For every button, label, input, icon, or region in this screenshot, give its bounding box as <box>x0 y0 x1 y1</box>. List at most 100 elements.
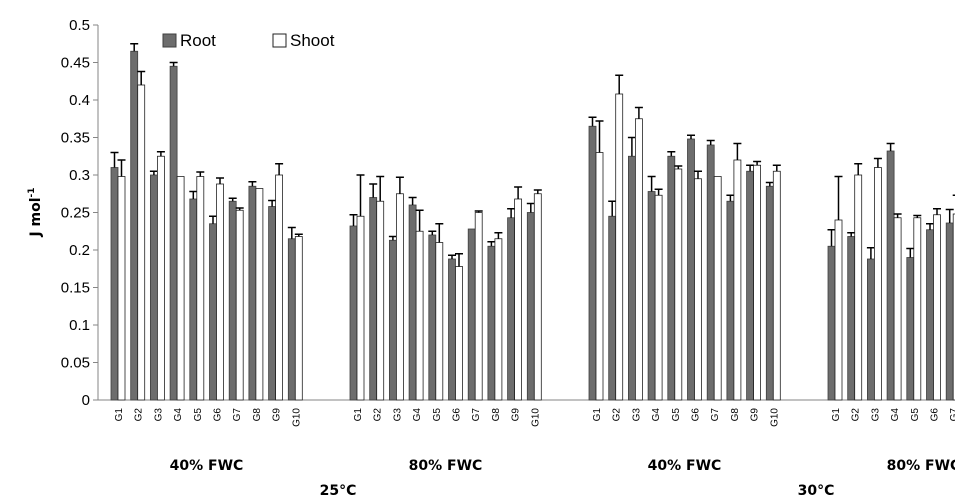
category-tick-label: G6 <box>930 408 941 422</box>
shoot-bar <box>834 219 843 401</box>
root-bar <box>588 125 597 401</box>
group-label: 80% FWC <box>887 458 955 474</box>
shoot-bar <box>772 170 781 401</box>
root-bar <box>726 200 735 401</box>
root-bar <box>149 174 158 401</box>
group-label: 40% FWC <box>170 458 244 474</box>
category-tick-label: G4 <box>173 408 184 422</box>
root-bar <box>349 225 358 401</box>
bars <box>110 43 955 401</box>
category-tick-label: G3 <box>153 408 164 422</box>
root-bar <box>847 236 856 401</box>
root-bar <box>706 144 715 401</box>
category-tick-label: G9 <box>750 408 761 422</box>
category-tick-label: G1 <box>831 408 842 422</box>
shoot-bar <box>376 200 385 401</box>
root-bar <box>448 258 456 401</box>
y-tick-label: 0.35 <box>61 130 90 147</box>
root-bar <box>765 185 774 401</box>
root-bar <box>467 228 476 401</box>
category-tick-label: G6 <box>452 408 463 422</box>
shoot-bar <box>196 176 205 401</box>
shoot-bar <box>294 236 303 401</box>
shoot-bar <box>753 164 761 401</box>
shoot-bar <box>156 155 165 401</box>
root-bar <box>110 167 119 401</box>
category-tick-label: G10 <box>291 408 302 427</box>
category-tick-label: G1 <box>592 408 603 422</box>
shoot-bar <box>474 212 483 401</box>
root-bar <box>189 198 198 401</box>
category-tick-label: G3 <box>392 408 403 422</box>
legend-swatch-root <box>162 33 177 48</box>
root-bar <box>209 223 217 401</box>
y-tick-label: 0.4 <box>69 92 90 109</box>
category-tick-label: G5 <box>910 408 921 422</box>
y-tick-label: 0.1 <box>69 317 90 334</box>
category-tick-label: G2 <box>134 408 145 422</box>
shoot-bar <box>533 193 542 401</box>
root-bar <box>926 229 934 401</box>
shoot-bar <box>933 214 941 401</box>
category-tick-label: G5 <box>193 408 204 422</box>
root-bar <box>906 257 915 401</box>
category-tick-label: G3 <box>870 408 881 422</box>
y-axis-label: J mol-1 <box>27 187 44 237</box>
shoot-bar <box>674 168 683 401</box>
category-tick-label: G9 <box>511 408 522 422</box>
shoot-bar <box>874 167 882 401</box>
root-bar <box>248 185 257 401</box>
temperature-label: 25°C <box>320 483 357 499</box>
root-bar <box>169 65 178 401</box>
y-tick-label: 0.2 <box>69 242 90 259</box>
category-tick-label: G7 <box>949 408 955 422</box>
root-bar <box>628 155 636 401</box>
root-bar <box>487 245 496 401</box>
category-tick-label: G5 <box>432 408 443 422</box>
root-bar <box>687 138 695 401</box>
y-tick-label: 0.05 <box>61 355 90 372</box>
category-tick-label: G5 <box>671 408 682 422</box>
category-tick-label: G8 <box>252 408 263 422</box>
root-bar <box>667 155 676 401</box>
y-tick-label: 0.15 <box>61 280 90 297</box>
shoot-bar <box>395 193 404 401</box>
y-tick-label: 0.45 <box>61 55 90 72</box>
category-tick-label: G4 <box>890 408 901 422</box>
category-tick-label: G2 <box>373 408 384 422</box>
category-tick-label: G4 <box>412 408 423 422</box>
shoot-bar <box>893 217 902 401</box>
category-tick-label: G7 <box>471 408 482 422</box>
root-bar <box>388 239 397 401</box>
root-bar <box>526 212 535 401</box>
category-tick-label: G6 <box>213 408 224 422</box>
shoot-bar <box>216 183 224 401</box>
shoot-bar <box>952 213 955 401</box>
shoot-bar <box>635 118 643 401</box>
y-tick-label: 0.3 <box>69 167 90 184</box>
root-bar <box>408 204 417 401</box>
category-tick-label: G6 <box>691 408 702 422</box>
y-tick-label: 0.25 <box>61 205 90 222</box>
category-tick-label: G2 <box>851 408 862 422</box>
group-label: 80% FWC <box>409 458 483 474</box>
category-tick-label: G7 <box>710 408 721 422</box>
category-tick-label: G10 <box>769 408 780 427</box>
root-bar <box>746 170 754 401</box>
legend-label-root: Root <box>180 31 216 50</box>
axis-labels: J mol-1 G1 G2 G3 G4 G5 G6 G7 G8 G9 G10 40% FWC G1 G2 G… <box>27 187 955 499</box>
category-tick-label: G10 <box>530 408 541 427</box>
shoot-bar <box>255 188 264 401</box>
shoot-bar <box>713 176 722 401</box>
root-bar <box>647 191 656 401</box>
shoot-bar <box>494 238 503 401</box>
category-tick-label: G3 <box>631 408 642 422</box>
root-bar <box>287 238 296 401</box>
legend-swatch-shoot <box>272 33 287 48</box>
root-bar <box>507 217 516 401</box>
category-tick-label: G4 <box>651 408 662 422</box>
shoot-bar <box>595 152 604 401</box>
category-tick-label: G2 <box>612 408 623 422</box>
temperature-label: 30°C <box>798 483 835 499</box>
shoot-bar <box>694 178 702 401</box>
